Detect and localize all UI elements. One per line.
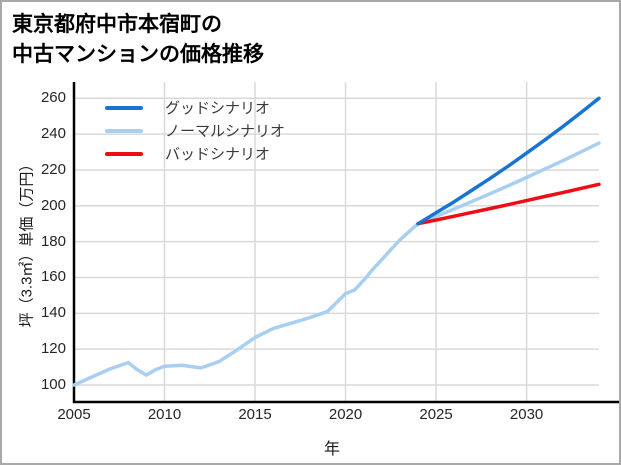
legend-label-good-scenario: グッドシナリオ bbox=[165, 100, 271, 117]
x-tick-label: 2005 bbox=[57, 406, 91, 423]
y-tick-label: 100 bbox=[40, 376, 66, 393]
legend-label-normal-scenario: ノーマルシナリオ bbox=[165, 123, 286, 140]
history-line bbox=[72, 221, 420, 387]
legend-label-bad-scenario: バッドシナリオ bbox=[165, 146, 271, 163]
y-tick-label: 200 bbox=[40, 196, 66, 214]
normal-scenario-line-swatch bbox=[105, 128, 143, 133]
bad-scenario-line-swatch bbox=[105, 151, 143, 156]
legend-item-bad-scenario: バッドシナリオ bbox=[105, 142, 285, 165]
chart-title-line1: 東京都府中市本宿町の bbox=[12, 13, 222, 36]
y-tick-label: 240 bbox=[40, 125, 66, 143]
x-tick-label: 2020 bbox=[328, 406, 363, 423]
y-tick-label: 140 bbox=[40, 304, 66, 322]
chart-title: 東京都府中市本宿町の 中古マンションの価格推移 bbox=[12, 10, 264, 70]
y-tick-label: 120 bbox=[40, 340, 66, 358]
legend-item-good-scenario: グッドシナリオ bbox=[105, 96, 285, 119]
chart-title-line2: 中古マンションの価格推移 bbox=[12, 43, 264, 66]
y-tick-label: 220 bbox=[40, 160, 66, 178]
good-scenario-line-swatch bbox=[105, 105, 143, 110]
x-axis-label: 年 bbox=[323, 441, 341, 458]
normal-scenario-line bbox=[416, 141, 601, 226]
bad-scenario-line bbox=[416, 182, 601, 226]
x-tick-label: 2015 bbox=[238, 406, 272, 423]
y-axis-label: 坪（3.3㎡）単価（万円） bbox=[18, 156, 36, 328]
y-tick-label: 180 bbox=[40, 232, 66, 250]
legend: グッドシナリオ ノーマルシナリオ バッドシナリオ bbox=[105, 96, 285, 165]
y-tick-label: 260 bbox=[40, 89, 66, 107]
y-tick-label: 160 bbox=[40, 268, 66, 286]
legend-item-normal-scenario: ノーマルシナリオ bbox=[105, 119, 285, 142]
x-tick-label: 2010 bbox=[147, 406, 182, 423]
x-tick-label: 2025 bbox=[419, 406, 453, 423]
x-tick-label: 2030 bbox=[509, 406, 544, 423]
good-scenario-line bbox=[416, 96, 601, 226]
